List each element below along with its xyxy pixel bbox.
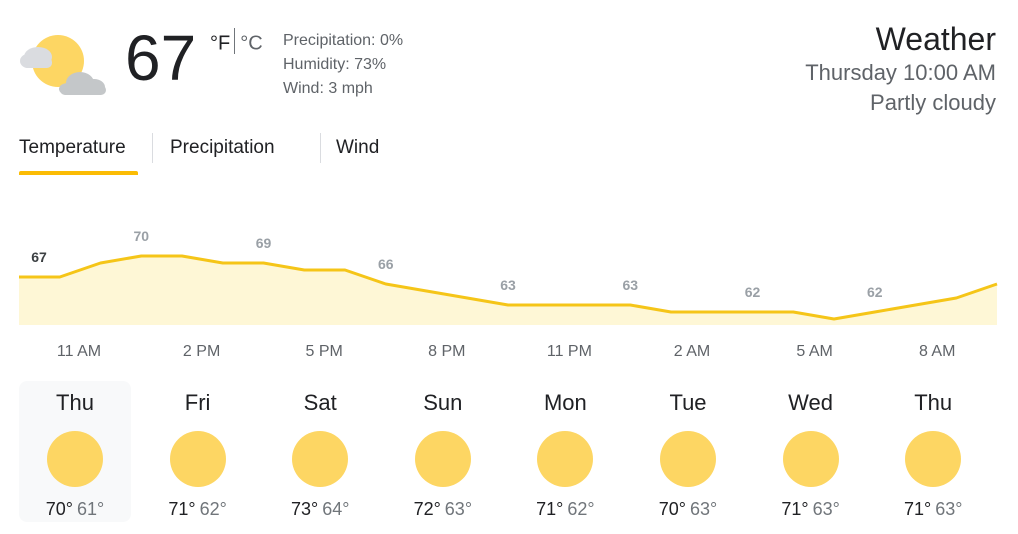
humidity-text: Humidity: 73% (283, 56, 387, 73)
temperature-area (19, 256, 997, 325)
day-name: Sun (423, 390, 463, 415)
time-tick-label: 11 PM (546, 343, 592, 360)
tab-wind[interactable]: Wind (320, 131, 406, 175)
high-low-temps: 70° 61° (19, 499, 131, 520)
unit-divider (234, 28, 236, 54)
high-temp: 71° (781, 499, 809, 519)
tab-label: Temperature (19, 137, 126, 158)
low-temp: 62° (567, 499, 595, 519)
time-tick-label: 8 PM (428, 343, 466, 360)
page-title: Weather (875, 21, 996, 57)
day-name: Wed (788, 390, 834, 415)
day-card-sat[interactable]: Sat 73° 64° (264, 381, 376, 522)
value-label: 70 (133, 228, 150, 244)
day-name: Thu (914, 390, 953, 415)
low-temp: 63° (935, 499, 963, 519)
sunny-icon (660, 431, 716, 487)
daily-forecast: Thu 70° 61° Fri 71° 62° Sat 73° 64° Sun 72° 63° Mon 7… (19, 381, 999, 523)
day-card-mon[interactable]: Mon 71° 62° (509, 381, 621, 522)
high-low-temps: 70° 63° (632, 499, 744, 520)
current-temperature: 67 (125, 22, 197, 94)
high-temp: 71° (903, 499, 932, 519)
high-temp: 70° (45, 499, 73, 519)
day-card-fri[interactable]: Fri 71° 62° (142, 381, 254, 522)
sunny-icon (169, 431, 226, 487)
high-low-temps: 71° 63° (877, 499, 989, 520)
day-name: Thu (56, 390, 94, 415)
tab-temperature[interactable]: Temperature (19, 131, 152, 175)
metric-tabs: Temperature Precipitation Wind (19, 131, 406, 175)
tab-precipitation[interactable]: Precipitation (152, 131, 320, 175)
time-axis: 11 AM 2 PM 5 PM 8 PM 11 PM 2 AM 5 AM 8 AM (0, 343, 1018, 365)
sunny-icon (537, 431, 594, 487)
day-card-wed[interactable]: Wed 71° 63° (755, 381, 867, 522)
partly-cloudy-icon (20, 35, 106, 95)
temperature-chart-svg (19, 254, 998, 325)
precipitation-text: Precipitation: 0% (283, 32, 404, 49)
unit-toggle: °F °C (210, 28, 263, 57)
weather-header: Weather Thursday 10:00 AM Partly cloudy (805, 20, 996, 118)
time-tick-label: 2 AM (673, 343, 711, 360)
temperature-line (19, 254, 998, 321)
sunny-icon (905, 431, 962, 487)
time-tick-label: 5 PM (305, 343, 343, 360)
day-name: Mon (543, 390, 587, 415)
datetime-text: Thursday 10:00 AM (805, 60, 996, 85)
tab-divider (320, 133, 321, 163)
day-card-sun[interactable]: Sun 72° 63° (387, 381, 499, 522)
high-temp: 72° (413, 499, 441, 519)
sunny-icon (414, 431, 471, 487)
day-card-thu[interactable]: Thu 70° 61° (19, 381, 131, 522)
celsius-button[interactable]: °C (240, 32, 263, 55)
high-temp: 71° (536, 499, 564, 519)
value-label: 63 (622, 277, 639, 293)
weather-details: Precipitation: 0% Humidity: 73% Wind: 3 … (283, 29, 403, 101)
day-card-thu[interactable]: Thu 71° 63° (877, 381, 989, 522)
condition-text: Partly cloudy (870, 90, 996, 115)
high-temp: 71° (168, 499, 196, 519)
high-low-temps: 71° 63° (755, 499, 867, 520)
low-temp: 63° (690, 499, 718, 519)
low-temp: 63° (812, 499, 840, 519)
sunny-icon (292, 431, 349, 487)
time-tick-label: 2 PM (182, 343, 221, 360)
wind-text: Wind: 3 mph (283, 80, 373, 97)
fahrenheit-button[interactable]: °F (210, 32, 231, 55)
high-low-temps: 73° 64° (264, 499, 376, 520)
tab-divider (152, 133, 153, 163)
high-temp: 70° (658, 499, 686, 519)
high-temp: 73° (290, 499, 319, 519)
sunny-icon (782, 431, 839, 487)
day-card-tue[interactable]: Tue 70° 63° (632, 381, 744, 522)
value-label: 67 (31, 249, 47, 265)
high-low-temps: 71° 62° (509, 499, 621, 520)
day-name: Fri (184, 390, 211, 415)
high-low-temps: 72° 63° (387, 499, 499, 520)
value-label: 69 (255, 235, 272, 251)
low-temp: 62° (199, 499, 227, 519)
tab-label: Precipitation (170, 137, 275, 158)
value-label: 63 (500, 277, 516, 293)
sunny-icon (47, 431, 103, 487)
value-label: 66 (377, 256, 394, 272)
value-label: 62 (744, 284, 761, 300)
low-temp: 61° (77, 499, 105, 519)
day-name: Sat (303, 390, 337, 415)
temperature-chart: 67 70 69 66 63 63 62 62 (0, 220, 1018, 330)
tab-label: Wind (336, 137, 380, 158)
day-name: Tue (669, 390, 707, 415)
low-temp: 63° (444, 499, 473, 519)
time-tick-label: 11 AM (56, 343, 102, 360)
time-tick-label: 5 AM (796, 343, 833, 360)
value-label: 62 (866, 284, 883, 300)
low-temp: 64° (322, 499, 350, 519)
time-tick-label: 8 AM (918, 343, 956, 360)
high-low-temps: 71° 62° (142, 499, 254, 520)
